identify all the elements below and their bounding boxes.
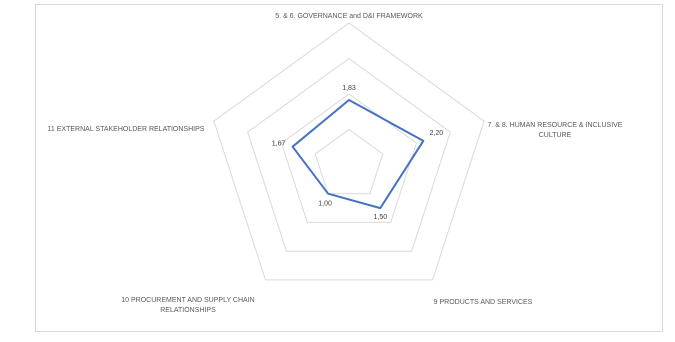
grid-ring-4 (213, 22, 485, 281)
grid-ring-3 (247, 57, 451, 252)
series-line-0 (291, 99, 425, 210)
grid-ring-2 (280, 93, 418, 223)
grid-ring-1 (314, 128, 384, 195)
radar-series (291, 99, 425, 210)
radar-grid (213, 22, 485, 281)
data-label-2: 1,50 (373, 214, 387, 221)
data-label-1: 2,20 (429, 130, 443, 137)
category-label-4: 11 EXTERNAL STAKEHOLDER RELATIONSHIPS (48, 126, 205, 133)
category-label-1: 7. & 8. HUMAN RESOURCE & INCLUSIVE CULTUR… (488, 122, 623, 139)
category-label-0: 5. & 6. GOVERNANCE and D&I FRAMEWORK (275, 13, 423, 20)
radar-labels: 1,83 2,20 1,50 1,00 1,67 5. & 6. GOVERNANCE a… (48, 13, 623, 314)
data-label-3: 1,00 (318, 201, 332, 208)
data-label-4: 1,67 (272, 141, 286, 148)
category-label-2: 9 PRODUCTS AND SERVICES (434, 299, 533, 306)
category-label-3: 10 PROCUREMENT AND SUPPLY CHAIN RELATIONS… (121, 297, 254, 314)
data-label-0: 1,83 (342, 85, 356, 92)
